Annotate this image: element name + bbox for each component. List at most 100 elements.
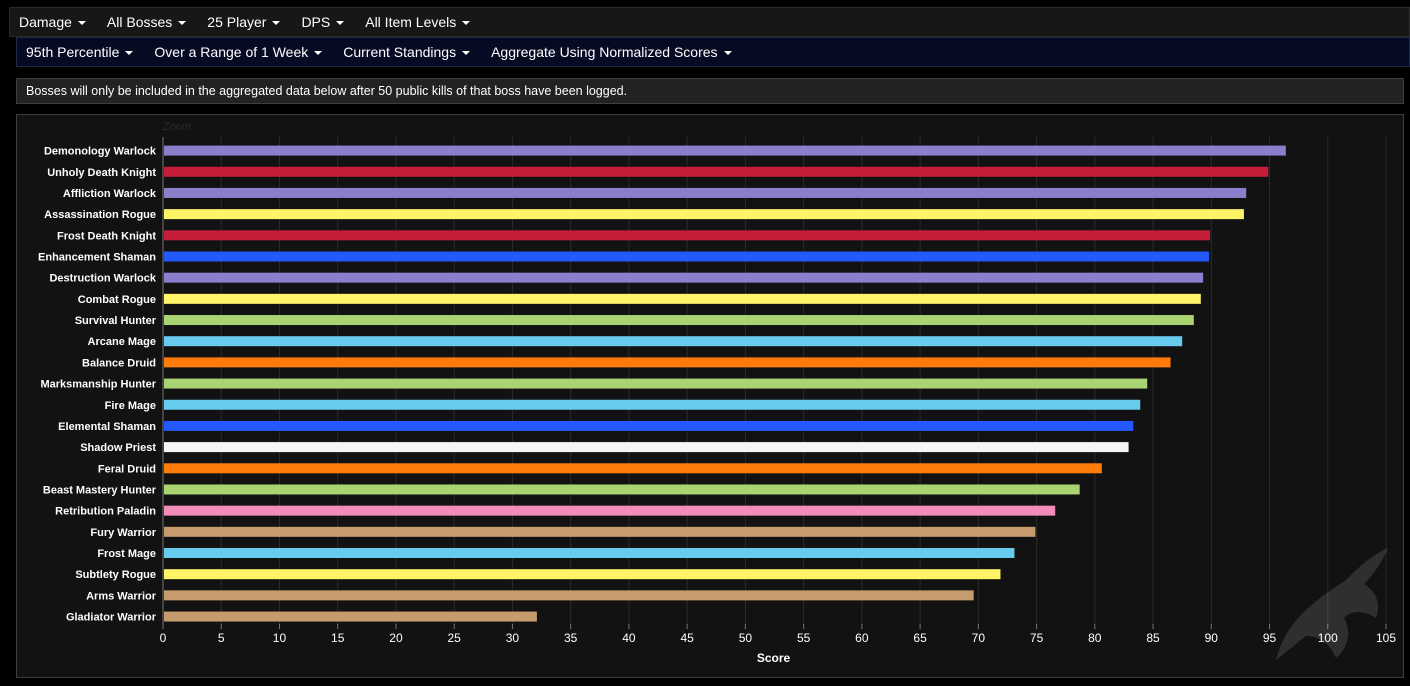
caret-down-icon (462, 51, 471, 55)
y-tick-label: Demonology Warlock (44, 146, 157, 158)
y-tick-label: Shadow Priest (80, 442, 156, 454)
y-tick-label: Fire Mage (105, 400, 156, 412)
x-tick-label: 70 (972, 631, 986, 645)
bar (164, 315, 1194, 326)
x-tick-label: 20 (389, 631, 403, 645)
site-logo-watermark (1276, 548, 1388, 660)
x-tick-label: 50 (739, 631, 753, 645)
bar (164, 569, 1001, 580)
chart-container: Zoom Demonology Warlock Unholy Death Knigh… (16, 114, 1404, 678)
primary-filter-dropdown-4[interactable]: All Item Levels (356, 14, 482, 30)
zoom-label: Zoom (163, 121, 191, 133)
x-tick-label: 25 (448, 631, 462, 645)
x-tick-label: 100 (1318, 631, 1338, 645)
x-tick-label: 60 (855, 631, 869, 645)
x-tick-label: 95 (1263, 631, 1277, 645)
x-axis-title: Score (757, 651, 791, 665)
x-tick-label: 35 (564, 631, 578, 645)
primary-filter-dropdown-3[interactable]: DPS (292, 14, 356, 30)
y-tick-label: Unholy Death Knight (47, 167, 156, 179)
y-tick-label: Marksmanship Hunter (40, 379, 156, 391)
bar-chart: Zoom Demonology Warlock Unholy Death Knigh… (38, 121, 1396, 665)
x-tick-label: 10 (273, 631, 287, 645)
secondary-filter-dropdown-0[interactable]: 95th Percentile (17, 44, 145, 60)
y-tick-label: Survival Hunter (75, 315, 157, 327)
secondary-filter-bar: 95th Percentile Over a Range of 1 Week Cur… (16, 37, 1410, 67)
y-tick-label: Feral Druid (98, 463, 156, 475)
primary-filter-dropdown-label: 25 Player (207, 14, 267, 30)
caret-down-icon (462, 21, 471, 25)
x-tick-label: 30 (506, 631, 520, 645)
caret-down-icon (723, 51, 732, 55)
y-tick-label: Fury Warrior (90, 527, 156, 539)
caret-down-icon (178, 21, 187, 25)
x-tick-label: 45 (680, 631, 694, 645)
bar (164, 336, 1183, 347)
caret-down-icon (125, 51, 134, 55)
bar (164, 463, 1102, 474)
bar (164, 484, 1080, 495)
y-tick-label: Affliction Warlock (63, 188, 157, 200)
secondary-filter-dropdown-3[interactable]: Aggregate Using Normalized Scores (482, 44, 743, 60)
caret-down-icon (272, 21, 281, 25)
bar (164, 293, 1201, 304)
x-tick-label: 65 (913, 631, 927, 645)
x-tick-label: 85 (1146, 631, 1160, 645)
y-tick-label: Destruction Warlock (49, 273, 156, 285)
y-tick-label: Elemental Shaman (58, 421, 156, 433)
caret-down-icon (77, 21, 86, 25)
secondary-filter-dropdown-label: Over a Range of 1 Week (154, 44, 309, 60)
primary-filter-dropdown-1[interactable]: All Bosses (98, 14, 198, 30)
bar (164, 145, 1286, 156)
y-tick-label: Assassination Rogue (44, 209, 156, 221)
caret-down-icon (314, 51, 323, 55)
primary-filter-dropdown-0[interactable]: Damage (10, 14, 98, 30)
bar (164, 251, 1209, 262)
bar (164, 357, 1171, 368)
bar (164, 548, 1015, 559)
secondary-filter-dropdown-label: Current Standings (343, 44, 457, 60)
bar (164, 505, 1056, 516)
x-tick-label: 0 (160, 631, 167, 645)
y-tick-label: Enhancement Shaman (38, 251, 156, 263)
bar (164, 526, 1036, 537)
bar (164, 611, 537, 622)
primary-filter-bar: Damage All Bosses 25 Player DPS All Item Lev… (9, 7, 1410, 37)
caret-down-icon (336, 21, 345, 25)
y-tick-label: Arms Warrior (86, 590, 157, 602)
x-tick-label: 55 (797, 631, 811, 645)
y-tick-label: Frost Mage (97, 548, 156, 560)
y-tick-label: Subtlety Rogue (75, 569, 156, 581)
x-tick-label: 40 (622, 631, 636, 645)
y-tick-label: Arcane Mage (88, 336, 156, 348)
bar (164, 187, 1247, 198)
y-tick-label: Balance Druid (82, 357, 156, 369)
bar (164, 590, 974, 601)
secondary-filter-dropdown-label: 95th Percentile (26, 44, 120, 60)
secondary-filter-dropdown-2[interactable]: Current Standings (334, 44, 482, 60)
bar (164, 420, 1134, 431)
primary-filter-dropdown-2[interactable]: 25 Player (198, 14, 292, 30)
x-tick-label: 90 (1205, 631, 1219, 645)
primary-filter-dropdown-label: All Bosses (106, 14, 173, 30)
y-tick-label: Gladiator Warrior (66, 612, 157, 624)
x-tick-label: 15 (331, 631, 345, 645)
x-tick-label: 75 (1030, 631, 1044, 645)
primary-filter-dropdown-label: DPS (301, 14, 331, 30)
y-tick-label: Beast Mastery Hunter (43, 484, 157, 496)
y-tick-label: Frost Death Knight (57, 230, 156, 242)
bar (164, 272, 1204, 283)
secondary-filter-dropdown-label: Aggregate Using Normalized Scores (491, 44, 718, 60)
y-tick-label: Combat Rogue (78, 294, 156, 306)
secondary-filter-dropdown-1[interactable]: Over a Range of 1 Week (145, 44, 334, 60)
aggregation-notice: Bosses will only be included in the aggr… (16, 78, 1404, 104)
y-tick-label: Retribution Paladin (55, 506, 156, 518)
bar (164, 209, 1244, 220)
x-tick-label: 5 (218, 631, 225, 645)
bar (164, 230, 1211, 241)
bar (164, 166, 1269, 177)
x-tick-label: 105 (1376, 631, 1396, 645)
primary-filter-dropdown-label: All Item Levels (365, 14, 457, 30)
primary-filter-dropdown-label: Damage (19, 14, 72, 30)
bar (164, 442, 1129, 453)
